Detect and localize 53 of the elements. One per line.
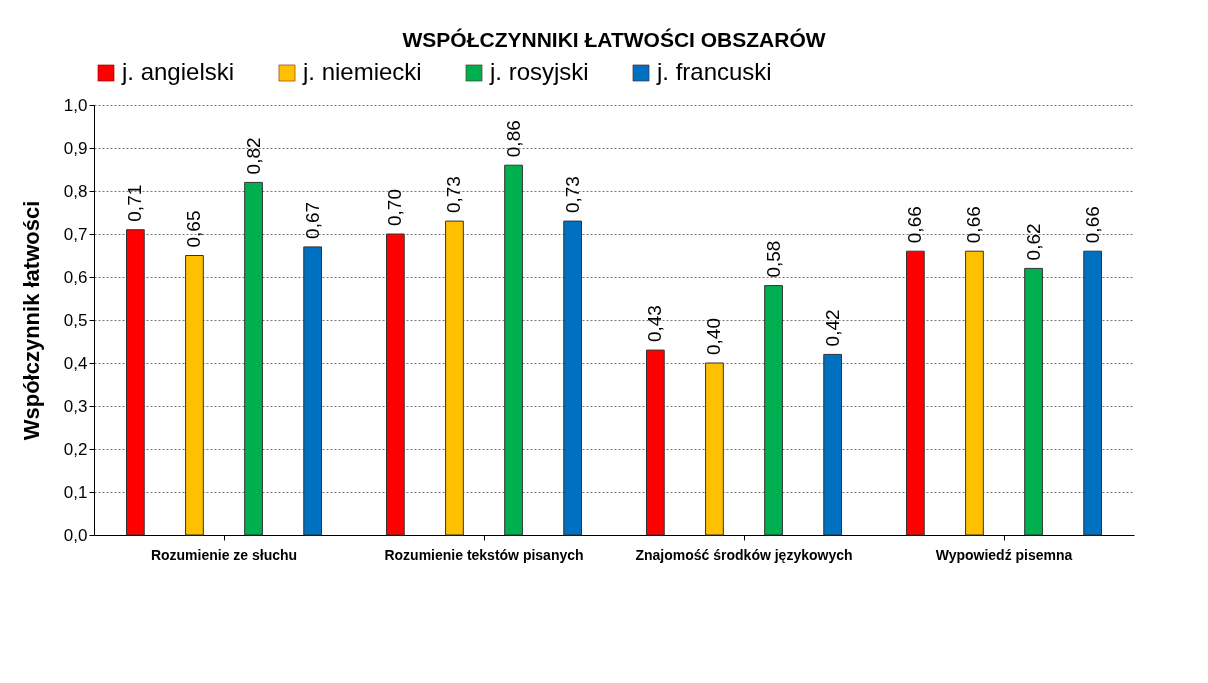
x-tick-label: Wypowiedź pisemna: [935, 546, 1073, 563]
data-label: 0,58: [762, 240, 784, 278]
bar: [303, 246, 322, 536]
chart-title: WSPÓŁCZYNNIKI ŁATWOŚCI OBSZARÓW: [402, 28, 826, 51]
data-label: 0,43: [644, 305, 666, 343]
bar: [386, 233, 405, 536]
bar: [563, 220, 582, 536]
x-tick-label: Rozumienie tekstów pisanych: [384, 546, 584, 563]
bar: [646, 349, 665, 536]
bar: [126, 229, 145, 536]
data-label: 0,70: [384, 189, 406, 226]
bar: [823, 353, 842, 536]
data-label: 0,66: [904, 206, 926, 244]
data-label: 0,82: [242, 137, 264, 175]
y-tick-label: 0,5: [63, 310, 88, 330]
data-label: 0,73: [561, 176, 583, 214]
bar: [965, 250, 984, 536]
data-label: 0,62: [1022, 223, 1044, 261]
legend-label: j. rosyjski: [489, 58, 589, 85]
y-tick-label: 0,3: [63, 396, 88, 416]
data-label: 0,66: [1081, 206, 1103, 244]
x-tick-label: Rozumienie ze słuchu: [150, 546, 298, 563]
legend-label: j. niemiecki: [302, 58, 422, 85]
y-tick-label: 0,6: [63, 267, 88, 287]
data-label: 0,67: [301, 201, 323, 239]
bar: [244, 181, 263, 536]
y-tick-label: 0,4: [63, 353, 88, 373]
bar: [445, 220, 464, 536]
data-label: 0,73: [443, 176, 465, 214]
data-label: 0,40: [703, 318, 725, 355]
y-tick-label: 1,0: [63, 95, 88, 115]
y-tick-label: 0,2: [63, 439, 88, 459]
y-tick-label: 0,7: [63, 224, 88, 244]
bar: [906, 250, 925, 536]
y-tick-label: 0,9: [63, 138, 88, 158]
bar: [504, 164, 523, 536]
x-tick-label: Znajomość środków językowych: [635, 546, 853, 563]
legend-label: j. angielski: [121, 58, 235, 85]
data-label: 0,86: [502, 120, 524, 158]
legend-label: j. francuski: [656, 58, 772, 85]
y-tick-label: 0,0: [63, 525, 88, 545]
bar: [705, 362, 724, 536]
y-axis-title: Współczynnik łatwości: [18, 200, 44, 441]
data-label: 0,65: [183, 210, 205, 248]
bar: [185, 255, 204, 536]
data-label: 0,42: [821, 309, 843, 347]
bar: [1024, 267, 1043, 536]
bar: [1083, 250, 1102, 536]
data-label: 0,66: [963, 206, 985, 244]
y-tick-label: 0,1: [63, 482, 88, 502]
data-label: 0,71: [124, 184, 146, 222]
y-tick-label: 0,8: [63, 181, 88, 201]
bar: [764, 285, 783, 536]
